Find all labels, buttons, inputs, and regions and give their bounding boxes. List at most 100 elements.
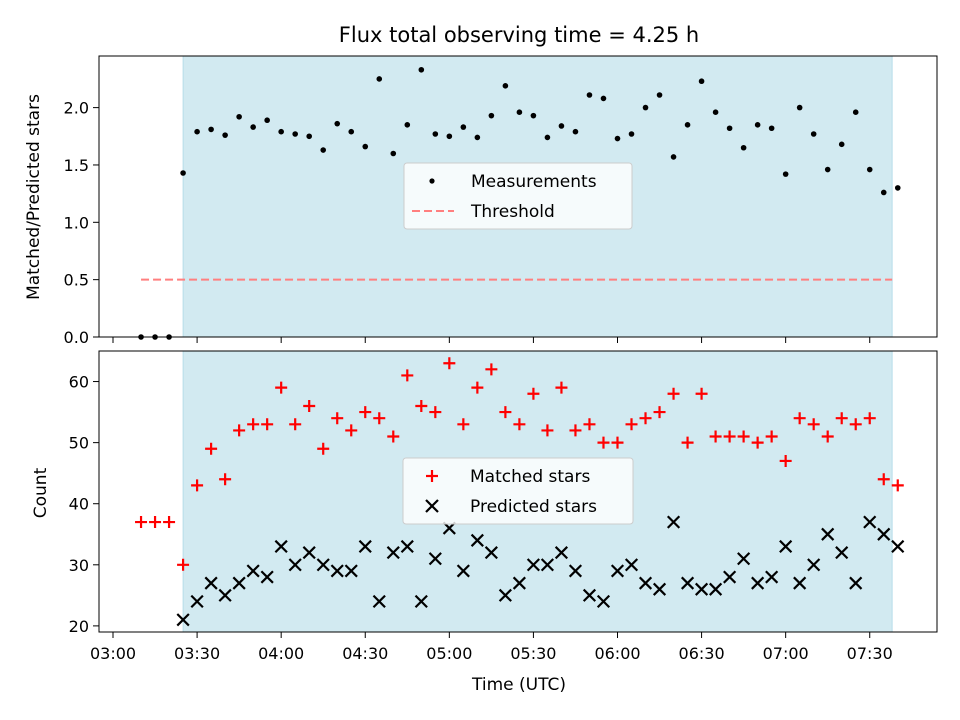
x-tick-label: 04:30 (342, 644, 388, 663)
matched-star-point (611, 436, 624, 449)
measurement-point (544, 134, 551, 141)
measurement-point (432, 131, 439, 137)
matched-star-point (443, 357, 456, 370)
predicted-star-point (568, 564, 583, 578)
matched-star-point (667, 387, 680, 400)
y-tick-label: 2.0 (64, 99, 89, 118)
measurement-point (712, 109, 719, 115)
predicted-star-point (723, 570, 737, 584)
x-tick-label: 05:00 (426, 644, 472, 663)
measurement-point (502, 83, 509, 89)
measurement-point (278, 128, 284, 135)
measurement-point (866, 166, 873, 173)
measurement-point (572, 128, 579, 135)
measurement-point (670, 154, 677, 160)
measurement-point (236, 113, 242, 120)
bottom-y-axis-label: Count (31, 467, 51, 518)
matched-star-point (849, 418, 862, 431)
predicted-star-point (765, 570, 779, 584)
legend-matched-label: Matched stars (470, 467, 590, 487)
y-tick-label: 0.0 (64, 328, 89, 347)
predicted-star-point (358, 539, 372, 554)
top-panel: 0.00.51.01.52.0 Matched/Predicted stars … (24, 55, 938, 347)
legend-threshold-label: Threshold (470, 202, 555, 222)
predicted-star-point (849, 576, 863, 590)
predicted-star-point (737, 552, 751, 566)
predicted-star-point (400, 539, 414, 554)
predicted-star-point (751, 576, 765, 590)
measurement-point (390, 150, 397, 157)
matched-star-point (639, 412, 652, 425)
matched-star-point (275, 381, 288, 394)
top-y-ticks: 0.0 0.5 1.0 1.5 2.0 (64, 99, 99, 347)
predicted-star-point (807, 558, 821, 572)
y-tick-label: 60 (69, 373, 89, 392)
measurement-point (838, 141, 845, 148)
measurement-point (208, 126, 214, 133)
matched-star-point (555, 381, 568, 394)
matched-star-point (233, 424, 246, 437)
matched-star-point (191, 479, 204, 492)
predicted-star-point (779, 539, 793, 554)
measurement-point (810, 131, 817, 137)
measurement-point (586, 92, 593, 98)
matched-star-point (737, 430, 750, 443)
predicted-star-point (302, 546, 316, 560)
matched-star-point (135, 516, 148, 529)
matched-star-point (709, 430, 722, 443)
matched-star-point (751, 436, 764, 449)
chart-title: Flux total observing time = 4.25 h (339, 23, 699, 47)
matched-star-point (835, 412, 848, 425)
y-tick-label: 1.0 (64, 213, 89, 232)
measurement-point (754, 122, 761, 128)
measurement-point (740, 144, 747, 151)
predicted-star-point (316, 558, 330, 572)
matched-star-point (331, 412, 344, 425)
predicted-star-point (863, 515, 877, 529)
measurement-point (894, 185, 901, 191)
matched-star-point (765, 430, 778, 443)
measurement-point (852, 109, 859, 115)
measurement-point (488, 112, 495, 119)
measurement-point (334, 120, 341, 127)
predicted-star-point (232, 576, 246, 590)
x-tick-label: 03:30 (174, 644, 220, 663)
predicted-star-point (624, 558, 639, 572)
x-axis-label: Time (UTC) (471, 675, 566, 695)
x-tick-label: 03:00 (90, 644, 136, 663)
top-x-ticks (112, 337, 871, 343)
x-tick-label: 05:30 (510, 644, 556, 663)
predicted-star-point (666, 515, 681, 529)
x-tick-label: 07:00 (763, 644, 809, 663)
measurement-point (320, 147, 327, 153)
predicted-star-point (596, 594, 611, 609)
x-tick-label: 04:00 (258, 644, 304, 663)
matched-star-point (653, 406, 666, 419)
matched-star-point (149, 516, 162, 529)
predicted-star-points (176, 515, 905, 627)
predicted-star-point (582, 588, 597, 602)
bottom-x-ticks: 03:00 03:30 04:00 04:30 05:00 05:30 06:00 06:30… (90, 632, 893, 663)
matched-star-point (877, 473, 890, 486)
predicted-star-point (821, 527, 835, 541)
predicted-star-point (246, 564, 260, 578)
measurement-point (362, 143, 369, 150)
matched-star-point (177, 558, 190, 571)
predicted-star-point (386, 546, 400, 560)
measurement-point (446, 133, 453, 140)
legend-measurements-marker (429, 178, 435, 184)
y-tick-label: 20 (69, 617, 89, 636)
measurement-point (880, 189, 887, 196)
matched-star-point (541, 424, 554, 437)
matched-star-point (345, 424, 358, 437)
measurement-point (600, 95, 607, 102)
matched-star-point (793, 412, 806, 425)
predicted-star-point (680, 576, 695, 590)
predicted-star-point (204, 576, 218, 590)
predicted-star-point (372, 594, 386, 609)
matched-star-point (289, 418, 302, 431)
measurement-point (404, 122, 411, 128)
matched-star-point (219, 473, 232, 486)
measurement-point (642, 104, 649, 111)
